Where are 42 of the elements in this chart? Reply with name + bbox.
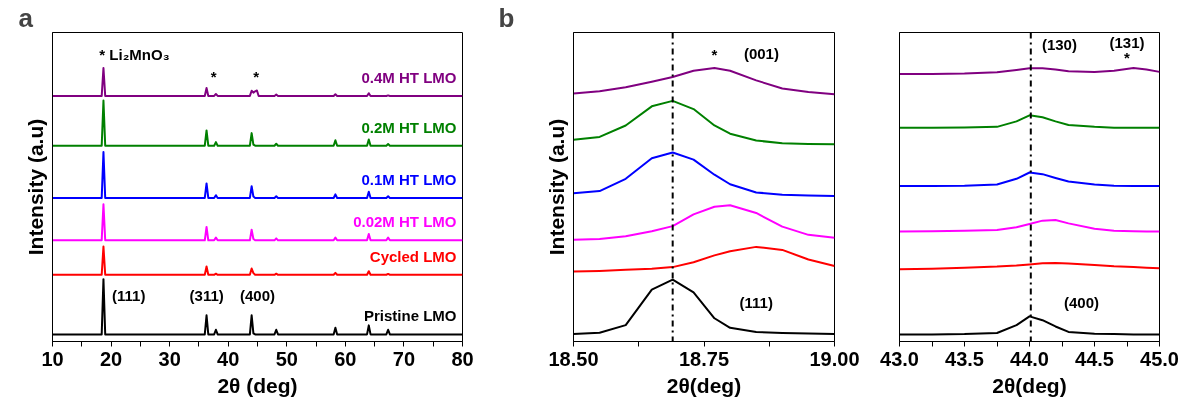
text: *	[711, 46, 718, 64]
x-axis-title: 2θ(deg)	[666, 373, 742, 397]
series-label: Pristine LMO	[363, 307, 457, 325]
x-tick-label: 18.50	[548, 347, 599, 370]
x-axis-title: 2θ (deg)	[217, 373, 298, 397]
x-tick-label: 43.0	[880, 347, 919, 370]
annotation: *	[210, 68, 217, 86]
annotation: (311)	[189, 287, 224, 305]
annotation: (400)	[239, 287, 276, 305]
annotation: (111)	[112, 287, 146, 305]
x-axis-title: 2θ(deg)	[992, 373, 1067, 397]
text: *	[1124, 49, 1131, 67]
x-tick-label: 45.0	[1140, 347, 1179, 370]
x-tick-label: 60	[334, 347, 357, 370]
text: (131)	[1109, 34, 1145, 52]
x-tick-label: 40	[217, 347, 240, 370]
annotation: (400)	[1063, 293, 1100, 311]
y-axis-title: Intensity (a.u)	[23, 118, 47, 256]
text: (001)	[743, 44, 779, 62]
x-tick-label: 43.5	[945, 347, 984, 370]
text: * Li₂MnO₃	[99, 46, 170, 64]
x-tick-label: 10	[41, 347, 64, 370]
text: a	[18, 2, 34, 33]
x-tick-label: 50	[275, 347, 298, 370]
text: (130)	[1041, 35, 1077, 53]
x-tick-label: 70	[392, 347, 416, 370]
series-label: 0.2M HT LMO	[361, 118, 457, 136]
series-label: Cycled LMO	[369, 247, 457, 265]
x-tick-label: 20	[99, 347, 123, 370]
annotation: (111)	[739, 293, 773, 311]
x-tick-label: 44.5	[1075, 347, 1114, 370]
x-tick-label: 44.0	[1010, 347, 1049, 370]
series-label: 0.1M HT LMO	[361, 170, 457, 188]
text: b	[498, 2, 515, 33]
x-tick-label: 80	[451, 347, 474, 370]
x-tick-label: 30	[158, 347, 181, 370]
series-label: 0.4M HT LMO	[361, 68, 457, 86]
annotation: *	[253, 68, 260, 86]
series-label: 0.02M HT LMO	[353, 213, 457, 231]
y-axis-title: Intensity (a.u)	[544, 118, 568, 256]
x-tick-label: 19.00	[809, 347, 860, 370]
x-tick-label: 18.75	[678, 347, 730, 370]
